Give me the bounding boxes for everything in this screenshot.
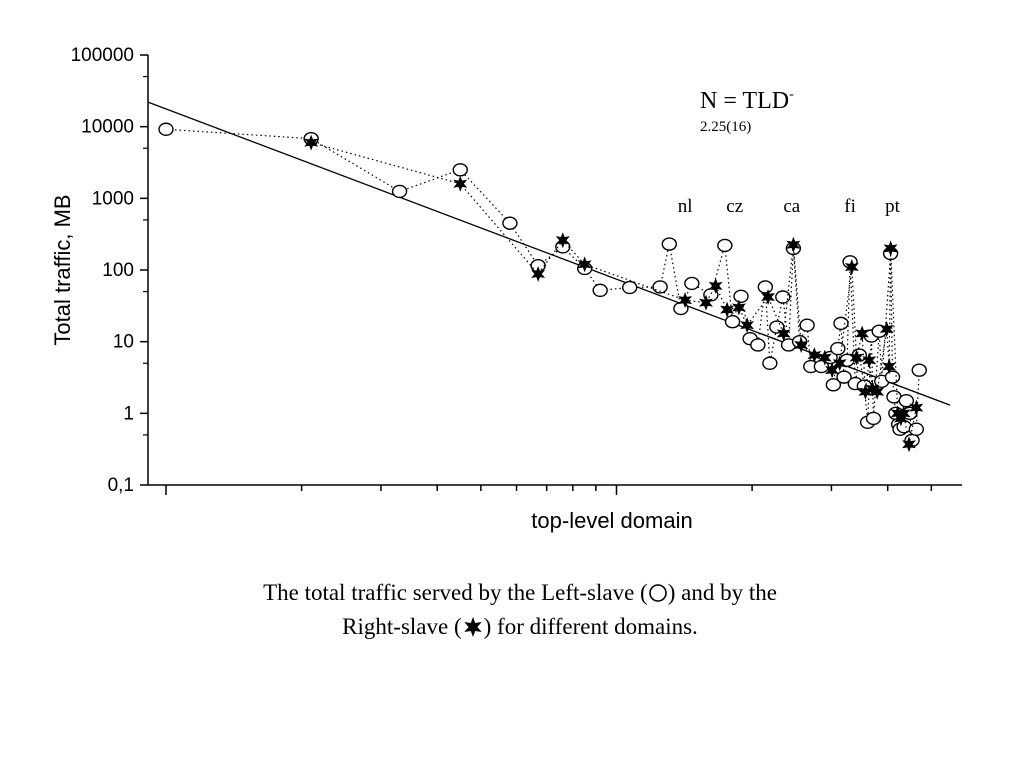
circle-point	[733, 289, 749, 303]
circle-point	[762, 356, 778, 370]
domain-annotation-nl: nl	[678, 196, 693, 217]
chart-axes: 100000 10000 1000 100 10 1 0,1	[71, 45, 962, 496]
star-point	[731, 299, 746, 316]
circle-point	[825, 378, 842, 392]
star-point	[698, 294, 713, 311]
circle-point	[684, 276, 700, 291]
y-axis-title: Total traffic, MB	[50, 194, 75, 345]
circle-point	[908, 422, 925, 436]
circle-point	[592, 283, 608, 298]
star-point	[883, 240, 898, 257]
circle-point	[836, 370, 852, 384]
domain-annotation-fi: fi	[844, 196, 856, 217]
circle-point	[775, 290, 791, 304]
star-point	[909, 399, 924, 416]
fit-equation: N = TLD-	[700, 87, 794, 114]
star-point	[807, 347, 822, 364]
star-point	[901, 436, 916, 453]
caption-line-2-after: ) for different domains.	[483, 614, 698, 639]
series-left-slave	[158, 122, 927, 448]
circle-point	[898, 394, 915, 408]
fit-equation-label: N = TLD	[700, 88, 789, 114]
star-point	[678, 292, 693, 309]
star-point	[882, 358, 897, 375]
circle-point	[757, 280, 774, 294]
fit-equation-sign: -	[789, 87, 794, 102]
star-point	[453, 175, 468, 192]
series-right-slave	[304, 134, 924, 453]
star-point	[844, 259, 859, 276]
fit-exponent: 2.25(16)	[700, 119, 751, 135]
series-connector	[165, 128, 920, 441]
circle-point	[452, 163, 468, 177]
star-point	[740, 317, 755, 334]
y-tick-label: 1000	[92, 188, 134, 209]
caption-line-1-text: The total traffic served by the Left-sla…	[263, 580, 648, 605]
caption-line-2: Right-slave ( ) for different domains.	[170, 610, 870, 644]
star-point	[896, 405, 911, 422]
circle-point	[502, 216, 518, 230]
y-tick-label: 100000	[71, 45, 134, 66]
circle-point	[833, 316, 849, 331]
domain-annotation-pt: pt	[885, 196, 901, 217]
y-tick-label: 100	[102, 260, 134, 281]
y-tick-label: 0,1	[108, 475, 134, 496]
circle-point	[622, 280, 638, 295]
star-point	[786, 236, 801, 253]
star-point	[555, 232, 570, 249]
circle-point	[158, 122, 174, 136]
star-point	[720, 301, 735, 318]
star-marker-icon	[463, 617, 482, 637]
star-point	[832, 355, 847, 372]
circle-point	[750, 338, 766, 352]
domain-annotation-cz: cz	[726, 196, 743, 217]
series-group	[158, 122, 927, 453]
star-point	[862, 352, 877, 369]
chart-labels: nl cz ca fi pt	[678, 196, 901, 217]
star-point	[776, 325, 791, 342]
star-point	[825, 362, 840, 379]
caption: The total traffic served by the Left-sla…	[170, 576, 870, 644]
circle-point	[865, 411, 882, 426]
chart: 100000 10000 1000 100 10 1 0,1 nl cz ca fi pt Tota…	[50, 45, 962, 533]
star-point	[855, 325, 870, 342]
star-point	[870, 383, 885, 400]
star-point	[817, 349, 832, 366]
y-tick-label: 10	[113, 332, 134, 353]
circle-point	[652, 280, 668, 294]
circle-point	[830, 341, 846, 356]
star-point	[794, 336, 809, 353]
star-point	[849, 349, 864, 366]
circle-point	[717, 238, 733, 253]
star-point	[893, 410, 908, 427]
domain-annotation-ca: ca	[783, 196, 800, 217]
star-point	[761, 289, 776, 306]
star-point	[577, 256, 592, 273]
y-tick-label: 1	[123, 403, 134, 424]
star-point	[879, 321, 894, 338]
caption-line-1: The total traffic served by the Left-sla…	[170, 576, 870, 610]
star-point	[858, 383, 873, 400]
star-point	[304, 134, 319, 151]
circle-point	[884, 370, 901, 384]
caption-line-1-after: ) and by the	[667, 580, 777, 605]
circle-marker-icon	[648, 584, 667, 602]
circle-point	[724, 314, 741, 329]
star-point	[531, 265, 546, 282]
x-axis-title: top-level domain	[531, 508, 692, 533]
star-point	[708, 277, 723, 294]
circle-point	[799, 318, 815, 332]
y-tick-label: 10000	[81, 117, 134, 138]
circle-point	[911, 363, 927, 377]
circle-point	[391, 184, 408, 199]
circle-point	[661, 237, 678, 251]
star-point	[890, 405, 905, 422]
caption-line-2-text: Right-slave (	[342, 614, 462, 639]
